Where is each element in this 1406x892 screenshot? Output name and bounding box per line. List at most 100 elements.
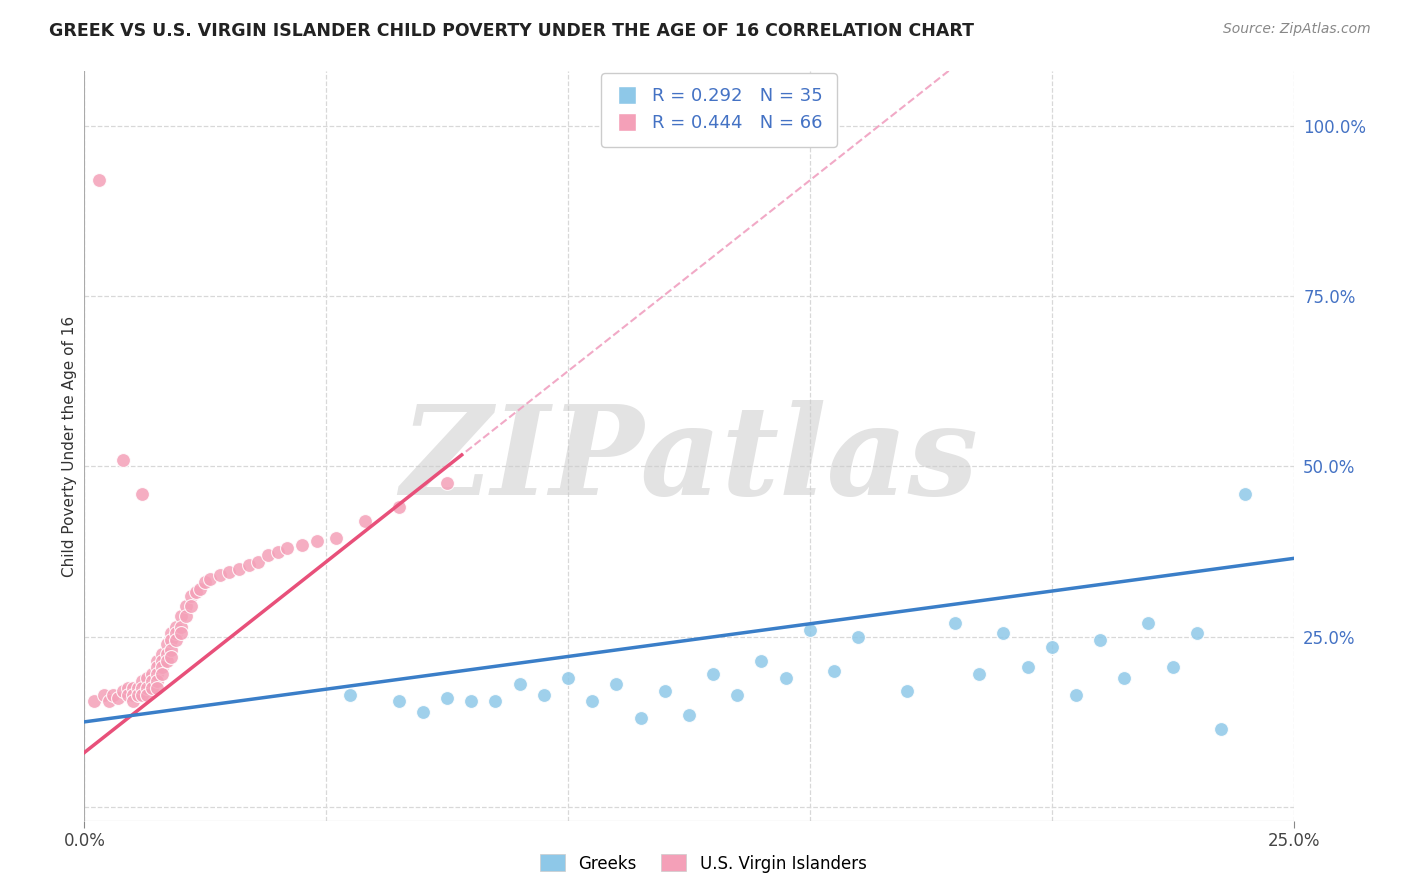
Point bbox=[581, 694, 603, 708]
Point bbox=[160, 643, 183, 657]
Point bbox=[146, 654, 169, 668]
Point bbox=[150, 654, 173, 668]
Point bbox=[121, 688, 143, 702]
Point bbox=[208, 568, 231, 582]
Point bbox=[354, 514, 377, 528]
Point bbox=[460, 694, 482, 708]
Point bbox=[165, 626, 187, 640]
Point bbox=[117, 688, 139, 702]
Point bbox=[155, 636, 177, 650]
Point bbox=[112, 684, 135, 698]
Point bbox=[412, 705, 434, 719]
Point bbox=[630, 711, 652, 725]
Point bbox=[127, 688, 149, 702]
Point bbox=[180, 589, 202, 603]
Point bbox=[150, 647, 173, 661]
Text: ZIPatlas: ZIPatlas bbox=[399, 401, 979, 522]
Point bbox=[146, 673, 169, 688]
Point bbox=[267, 544, 290, 558]
Point bbox=[896, 684, 918, 698]
Point bbox=[146, 681, 169, 695]
Point bbox=[103, 688, 125, 702]
Point bbox=[1137, 616, 1160, 631]
Point bbox=[305, 534, 328, 549]
Point bbox=[155, 654, 177, 668]
Point bbox=[484, 694, 506, 708]
Point bbox=[1088, 633, 1111, 648]
Point bbox=[190, 582, 212, 596]
Point bbox=[174, 599, 197, 613]
Point bbox=[136, 688, 159, 702]
Point bbox=[725, 688, 748, 702]
Point bbox=[198, 572, 221, 586]
Point bbox=[150, 660, 173, 674]
Point bbox=[339, 688, 361, 702]
Point bbox=[823, 664, 845, 678]
Point bbox=[509, 677, 531, 691]
Text: Source: ZipAtlas.com: Source: ZipAtlas.com bbox=[1223, 22, 1371, 37]
Point bbox=[436, 476, 458, 491]
Point bbox=[165, 633, 187, 648]
Point bbox=[180, 599, 202, 613]
Point bbox=[1209, 722, 1232, 736]
Point bbox=[121, 681, 143, 695]
Point bbox=[127, 681, 149, 695]
Point bbox=[702, 667, 724, 681]
Legend: R = 0.292   N = 35, R = 0.444   N = 66: R = 0.292 N = 35, R = 0.444 N = 66 bbox=[602, 73, 837, 147]
Point bbox=[141, 667, 163, 681]
Point bbox=[160, 650, 183, 665]
Y-axis label: Child Poverty Under the Age of 16: Child Poverty Under the Age of 16 bbox=[62, 316, 77, 576]
Point bbox=[1064, 688, 1087, 702]
Point bbox=[131, 688, 153, 702]
Point bbox=[325, 531, 347, 545]
Point bbox=[678, 708, 700, 723]
Point bbox=[1185, 626, 1208, 640]
Point bbox=[141, 673, 163, 688]
Point bbox=[775, 671, 797, 685]
Point bbox=[943, 616, 966, 631]
Point bbox=[654, 684, 676, 698]
Point bbox=[160, 626, 183, 640]
Point bbox=[436, 691, 458, 706]
Point bbox=[388, 500, 411, 515]
Point bbox=[141, 681, 163, 695]
Point bbox=[150, 667, 173, 681]
Point bbox=[1234, 486, 1257, 500]
Point bbox=[257, 548, 280, 562]
Point bbox=[107, 691, 129, 706]
Point bbox=[93, 688, 115, 702]
Point bbox=[170, 619, 193, 633]
Point bbox=[136, 681, 159, 695]
Point bbox=[146, 667, 169, 681]
Point bbox=[846, 630, 869, 644]
Point bbox=[238, 558, 260, 573]
Point bbox=[1040, 640, 1063, 654]
Point bbox=[1161, 660, 1184, 674]
Point bbox=[557, 671, 579, 685]
Point bbox=[170, 626, 193, 640]
Point bbox=[228, 561, 250, 575]
Point bbox=[533, 688, 555, 702]
Point bbox=[121, 694, 143, 708]
Point bbox=[131, 486, 153, 500]
Point bbox=[174, 609, 197, 624]
Point bbox=[218, 565, 240, 579]
Point bbox=[97, 694, 120, 708]
Point bbox=[247, 555, 270, 569]
Point bbox=[117, 681, 139, 695]
Text: GREEK VS U.S. VIRGIN ISLANDER CHILD POVERTY UNDER THE AGE OF 16 CORRELATION CHAR: GREEK VS U.S. VIRGIN ISLANDER CHILD POVE… bbox=[49, 22, 974, 40]
Point bbox=[967, 667, 990, 681]
Point bbox=[1114, 671, 1136, 685]
Point bbox=[799, 623, 821, 637]
Legend: Greeks, U.S. Virgin Islanders: Greeks, U.S. Virgin Islanders bbox=[533, 847, 873, 880]
Point bbox=[751, 654, 773, 668]
Point bbox=[291, 538, 314, 552]
Point bbox=[146, 660, 169, 674]
Point bbox=[165, 619, 187, 633]
Point bbox=[184, 585, 207, 599]
Point bbox=[194, 575, 217, 590]
Point bbox=[136, 671, 159, 685]
Point bbox=[155, 647, 177, 661]
Point bbox=[388, 694, 411, 708]
Point bbox=[993, 626, 1015, 640]
